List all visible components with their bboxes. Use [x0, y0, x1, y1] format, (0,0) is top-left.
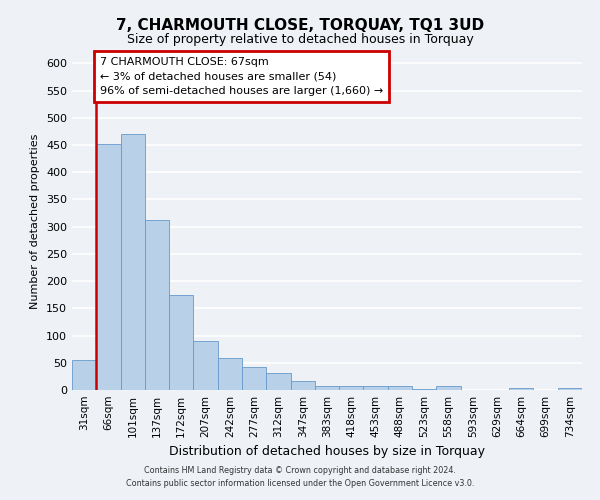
Y-axis label: Number of detached properties: Number of detached properties [31, 134, 40, 309]
Bar [96, 144, 121, 390]
X-axis label: Distribution of detached houses by size in Torquay: Distribution of detached houses by size … [169, 446, 485, 458]
Bar [388, 386, 412, 390]
Bar [315, 386, 339, 390]
Bar [339, 386, 364, 390]
Bar [121, 134, 145, 390]
Bar [169, 294, 193, 390]
Bar [266, 373, 290, 390]
Bar [193, 341, 218, 390]
Bar [145, 220, 169, 390]
Bar [436, 386, 461, 390]
Text: Size of property relative to detached houses in Torquay: Size of property relative to detached ho… [127, 32, 473, 46]
Bar [364, 386, 388, 390]
Text: 7 CHARMOUTH CLOSE: 67sqm
← 3% of detached houses are smaller (54)
96% of semi-de: 7 CHARMOUTH CLOSE: 67sqm ← 3% of detache… [100, 57, 383, 96]
Bar [558, 388, 582, 390]
Bar [290, 382, 315, 390]
Bar [412, 389, 436, 390]
Bar [242, 367, 266, 390]
Bar [72, 360, 96, 390]
Bar [218, 358, 242, 390]
Text: Contains HM Land Registry data © Crown copyright and database right 2024.
Contai: Contains HM Land Registry data © Crown c… [126, 466, 474, 487]
Text: 7, CHARMOUTH CLOSE, TORQUAY, TQ1 3UD: 7, CHARMOUTH CLOSE, TORQUAY, TQ1 3UD [116, 18, 484, 32]
Bar [509, 388, 533, 390]
